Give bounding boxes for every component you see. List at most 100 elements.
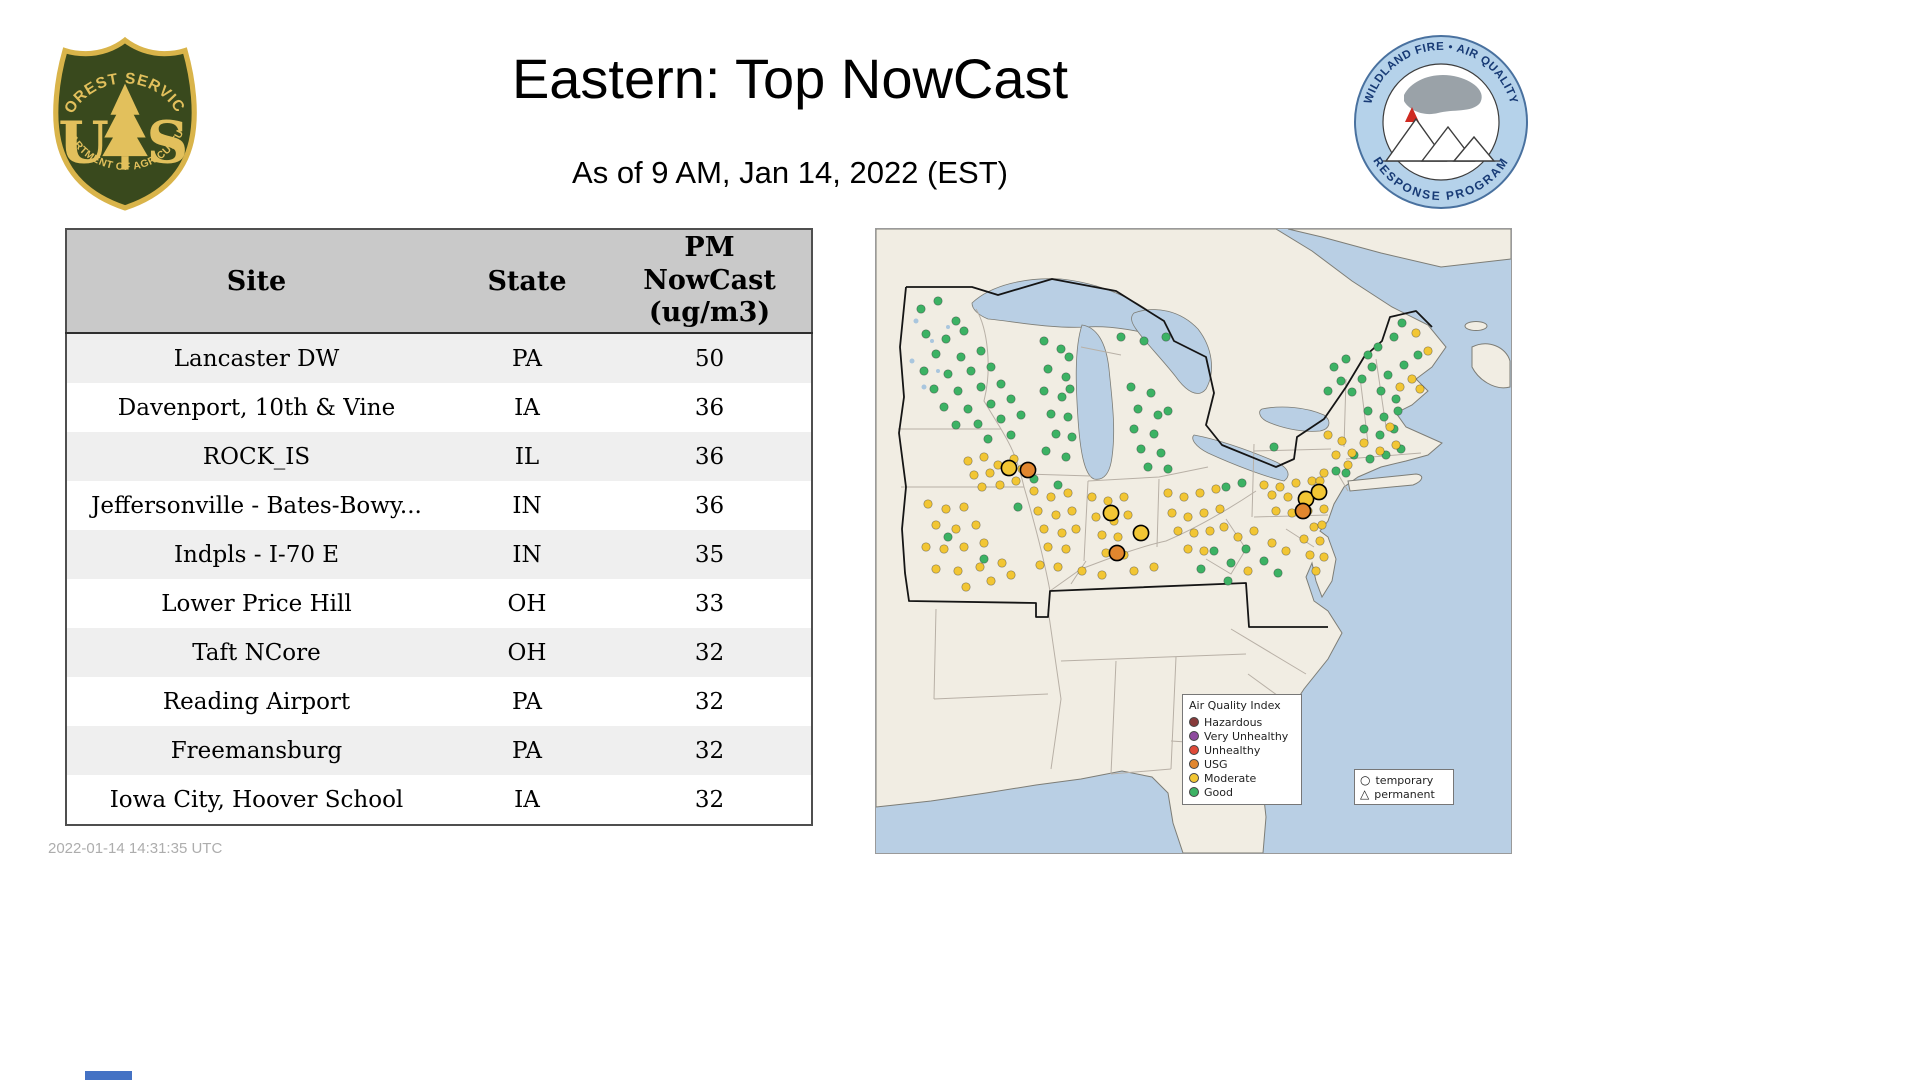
monitor-dot <box>997 558 1007 568</box>
monitor-dot <box>1041 446 1051 456</box>
monitor-dot <box>1359 424 1369 434</box>
lake-michigan <box>1075 324 1115 480</box>
monitor-dot <box>1163 488 1173 498</box>
monitor-dot <box>1065 384 1075 394</box>
monitor-dot <box>1375 430 1385 440</box>
monitor-dot <box>929 384 939 394</box>
temporary-label: temporary <box>1375 773 1434 787</box>
site-cell: Lancaster DW <box>173 345 340 372</box>
monitor-dot <box>1336 376 1346 386</box>
monitor-dot <box>1219 522 1229 532</box>
temporary-marker-icon: ○ <box>1360 773 1371 787</box>
aqi-legend-label: Moderate <box>1204 771 1257 785</box>
monitor-dot <box>1053 562 1063 572</box>
aqi-legend-items: Hazardous Very Unhealthy Unhealthy USG Moder… <box>1189 715 1295 799</box>
monitor-dot <box>1149 429 1159 439</box>
monitor-dot <box>1163 464 1173 474</box>
aqi-legend-label: USG <box>1204 757 1228 771</box>
monitor-dot <box>953 386 963 396</box>
table-header-row: Site State PM NowCast (ug/m3) <box>66 229 812 334</box>
state-cell: IL <box>514 443 540 470</box>
monitor-dot <box>1071 524 1081 534</box>
value-cell: 50 <box>694 345 725 372</box>
value-cell: 32 <box>694 639 725 666</box>
state-cell: OH <box>507 590 547 617</box>
col-header-pm: PM NowCast (ug/m3) <box>608 229 812 334</box>
aqi-color-swatch <box>1189 717 1199 727</box>
monitor-dot <box>1183 512 1193 522</box>
value-cell: 36 <box>694 443 725 470</box>
table-row: Davenport, 10th & Vine IA 36 <box>66 383 812 432</box>
monitor-dot <box>1029 486 1039 496</box>
monitor-dot <box>1035 560 1045 570</box>
site-cell: Freemansburg <box>170 737 343 764</box>
monitor-dot <box>1063 412 1073 422</box>
fs-letter-s: S <box>147 108 189 176</box>
monitor-dot <box>1299 534 1309 544</box>
monitor-dot <box>976 346 986 356</box>
forest-service-logo: FOREST SERVICE U S DEPARTMENT OF AGRICUL… <box>42 34 197 211</box>
monitor-dot <box>986 576 996 586</box>
monitor-dot <box>1221 482 1231 492</box>
state-cell: IA <box>514 786 540 813</box>
monitor-dot <box>1043 364 1053 374</box>
monitor-dot <box>983 434 993 444</box>
monitor-dot <box>951 524 961 534</box>
value-cell: 32 <box>694 688 725 715</box>
aqi-legend-item: Moderate <box>1189 771 1295 785</box>
state-cell: PA <box>512 345 542 372</box>
monitor-dot <box>1119 492 1129 502</box>
col-header-site: Site <box>66 229 446 334</box>
monitor-dot <box>1385 422 1395 432</box>
monitor-dot <box>1167 508 1177 518</box>
aqi-color-swatch <box>1189 773 1199 783</box>
monitor-dot <box>1379 412 1389 422</box>
site-cell: Davenport, 10th & Vine <box>117 394 396 421</box>
monitor-dot <box>1000 459 1018 477</box>
aqi-legend-item: Good <box>1189 785 1295 799</box>
monitor-dot <box>1077 566 1087 576</box>
monitor-dot <box>943 369 953 379</box>
monitor-dot <box>1039 336 1049 346</box>
monitor-dot <box>1097 530 1107 540</box>
monitor-dot <box>1051 429 1061 439</box>
monitor-dot <box>1363 350 1373 360</box>
monitor-dot <box>1305 550 1315 560</box>
monitor-dot <box>953 566 963 576</box>
table-row: Iowa City, Hoover School IA 32 <box>66 775 812 825</box>
monitor-dot <box>1061 452 1071 462</box>
bottom-blue-bar <box>85 1071 132 1080</box>
monitor-dot <box>1337 436 1347 446</box>
state-cell: IN <box>512 492 542 519</box>
monitor-dot <box>1097 570 1107 580</box>
monitor-dot <box>1199 546 1209 556</box>
table-row: Reading Airport PA 32 <box>66 677 812 726</box>
monitor-dot <box>1113 532 1123 542</box>
monitor-dot <box>1057 528 1067 538</box>
monitor-dot <box>1317 520 1327 530</box>
monitor-dot <box>1056 344 1066 354</box>
monitor-dot <box>1395 382 1405 392</box>
pine-tree-icon <box>102 83 148 170</box>
monitor-dot <box>1415 384 1425 394</box>
value-cell: 33 <box>694 590 725 617</box>
monitor-dot <box>1061 372 1071 382</box>
monitor-dot <box>977 482 987 492</box>
table-body: Lancaster DW PA 50 Davenport, 10th & Vine IA… <box>66 333 812 825</box>
monitor-dot <box>1226 558 1236 568</box>
monitor-dot <box>1149 562 1159 572</box>
monitor-dot <box>919 366 929 376</box>
monitor-dot <box>1063 488 1073 498</box>
monitor-dot <box>985 468 995 478</box>
table-row: Freemansburg PA 32 <box>66 726 812 775</box>
monitor-dot <box>1413 350 1423 360</box>
monitor-dot <box>1347 448 1357 458</box>
table-row: Lower Price Hill OH 33 <box>66 579 812 628</box>
monitor-dot <box>1383 370 1393 380</box>
monitor-dot <box>1259 556 1269 566</box>
site-cell: Indpls - I-70 E <box>173 541 340 568</box>
monitor-dot <box>921 542 931 552</box>
monitor-dot <box>1146 388 1156 398</box>
monitor-dot <box>1283 492 1293 502</box>
